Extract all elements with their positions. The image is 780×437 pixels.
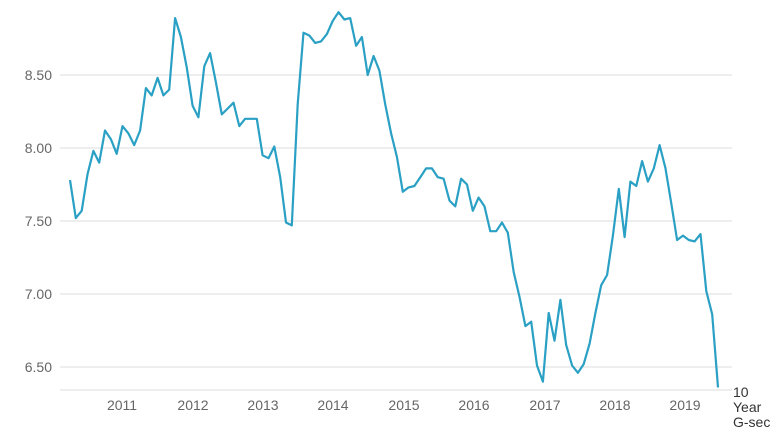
x-tick-label: 2014 — [317, 397, 348, 413]
y-tick-label: 7.50 — [25, 213, 52, 229]
series-label-line: G-sec — [733, 414, 770, 430]
gridlines — [60, 74, 732, 391]
y-tick-label: 6.50 — [25, 359, 52, 375]
series-label-line: Year — [733, 399, 762, 415]
series-line — [68, 11, 720, 388]
x-tick-label: 2017 — [529, 397, 560, 413]
x-tick-label: 2013 — [247, 397, 278, 413]
x-tick-label: 2016 — [458, 397, 489, 413]
y-tick-label: 8.00 — [25, 140, 52, 156]
x-tick-label: 2018 — [599, 397, 630, 413]
y-tick-label: 7.00 — [25, 286, 52, 302]
series-label: 10 Year G-sec — [733, 384, 770, 430]
y-axis: 6.50 7.00 7.50 8.00 8.50 — [25, 67, 52, 375]
series-label-line: 10 — [733, 384, 749, 400]
x-tick-label: 2012 — [177, 397, 208, 413]
x-axis: 2011 2012 2013 2014 2015 2016 2017 2018 2019 — [107, 397, 701, 413]
series-group — [68, 11, 720, 388]
x-tick-label: 2019 — [669, 397, 700, 413]
x-tick-label: 2015 — [388, 397, 419, 413]
x-tick-label: 2011 — [107, 397, 137, 413]
y-tick-label: 8.50 — [25, 67, 52, 83]
